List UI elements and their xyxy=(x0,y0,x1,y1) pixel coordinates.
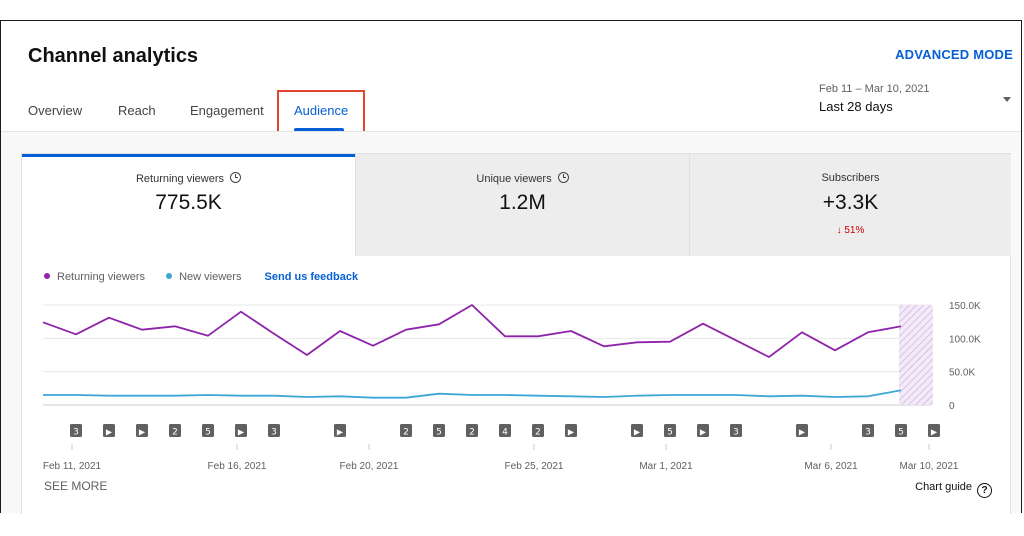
metric-title: Unique viewers xyxy=(476,173,552,185)
play-icon: ▶ xyxy=(139,428,146,437)
video-marker xyxy=(169,424,181,437)
video-marker xyxy=(334,424,346,437)
series-line-new-viewers xyxy=(43,389,902,399)
video-marker xyxy=(631,424,643,437)
see-more-button[interactable]: SEE MORE xyxy=(44,479,108,493)
metric-returning-viewers[interactable]: Returning viewers 775.5K xyxy=(22,154,355,256)
video-count-label: 2 xyxy=(469,428,475,438)
play-icon: ▶ xyxy=(238,428,245,437)
video-count-label: 5 xyxy=(436,428,442,438)
metric-title: Subscribers xyxy=(821,172,880,184)
audience-line-chart: 150.0K 100.0K 50.0K 0 3 ▶ ▶ 2 5 ▶ 3 ▶ 2 5 2 4 2 ▶ ▶ 5 ▶ 3 ▶ 3 5 ▶… xyxy=(42,301,981,472)
video-marker xyxy=(895,424,907,437)
legend-swatch-new xyxy=(166,273,173,279)
metric-delta-badge: ↓ 51% xyxy=(836,225,865,236)
x-tick-label: Feb 20, 2021 xyxy=(340,461,399,472)
metric-unique-viewers[interactable]: Unique viewers 1.2M xyxy=(355,154,689,256)
x-tick-label: Feb 25, 2021 xyxy=(505,461,564,472)
video-count-label: 4 xyxy=(502,428,508,438)
video-count-label: 2 xyxy=(403,428,409,438)
video-marker xyxy=(268,424,280,437)
play-icon: ▶ xyxy=(568,428,575,437)
legend-swatch-returning xyxy=(44,273,50,279)
x-tick-label: Feb 11, 2021 xyxy=(43,461,102,472)
page-title: Channel analytics xyxy=(28,45,199,67)
video-marker xyxy=(499,424,511,437)
video-marker xyxy=(70,424,82,437)
video-marker xyxy=(433,424,445,437)
video-marker xyxy=(136,424,148,437)
video-marker xyxy=(796,424,808,437)
play-icon: ▶ xyxy=(700,428,707,437)
advanced-mode-link[interactable]: ADVANCED MODE xyxy=(895,47,1013,62)
legend-new: New viewers xyxy=(179,271,242,283)
date-range-dates: Feb 11 – Mar 10, 2021 xyxy=(819,83,930,95)
play-icon: ▶ xyxy=(337,428,344,437)
active-tab-indicator xyxy=(294,128,344,131)
metric-title-wrap: Unique viewers xyxy=(356,172,689,185)
metric-title: Returning viewers xyxy=(135,173,225,185)
video-marker xyxy=(532,424,544,437)
chart-guide-label: Chart guide xyxy=(915,481,972,493)
video-count-label: 2 xyxy=(172,428,178,438)
partial-data-band xyxy=(899,305,933,405)
play-icon: ▶ xyxy=(106,428,113,437)
play-icon: ▶ xyxy=(634,428,641,437)
video-count-label: 5 xyxy=(205,428,211,438)
x-tick-label: Mar 6, 2021 xyxy=(804,461,858,472)
analytics-panel: Channel analytics ADVANCED MODE Overview… xyxy=(0,20,1022,514)
video-count-label: 5 xyxy=(898,428,904,438)
y-tick-label: 150.0K xyxy=(949,301,981,312)
video-count-label: 3 xyxy=(733,428,739,438)
play-icon: ▶ xyxy=(931,428,938,437)
tab-overview[interactable]: Overview xyxy=(28,103,83,118)
tab-audience[interactable]: Audience xyxy=(294,103,349,118)
video-count-label: 3 xyxy=(865,428,871,438)
audience-card: Returning viewers 775.5K Unique viewers … xyxy=(21,153,1011,514)
y-tick-label: 50.0K xyxy=(949,368,975,379)
chevron-down-icon[interactable] xyxy=(1003,97,1011,102)
chart-legend: Returning viewers New viewers Send us fe… xyxy=(44,271,358,283)
video-marker xyxy=(697,424,709,437)
legend-returning: Returning viewers xyxy=(57,271,146,283)
video-marker xyxy=(103,424,115,437)
video-marker xyxy=(466,424,478,437)
video-marker xyxy=(202,424,214,437)
video-marker xyxy=(235,424,247,437)
send-feedback-link[interactable]: Send us feedback xyxy=(264,271,359,283)
video-marker xyxy=(928,424,940,437)
metric-title-wrap: Returning viewers xyxy=(22,172,355,185)
video-count-label: 3 xyxy=(73,428,79,438)
x-tick-label: Mar 10, 2021 xyxy=(900,461,959,472)
metric-value: 1.2M xyxy=(499,191,546,214)
video-marker xyxy=(400,424,412,437)
clock-icon xyxy=(230,172,242,183)
video-count-label: 2 xyxy=(535,428,541,438)
metric-title-wrap: Subscribers xyxy=(690,172,1011,184)
video-count-label: 5 xyxy=(667,428,673,438)
tab-engagement[interactable]: Engagement xyxy=(190,103,264,118)
video-marker xyxy=(565,424,577,437)
metric-value: +3.3K xyxy=(822,191,879,214)
divider xyxy=(1,131,1021,132)
y-tick-label: 0 xyxy=(949,401,955,412)
chart-guide-button[interactable]: Chart guide? xyxy=(915,481,992,498)
metric-subscribers[interactable]: Subscribers +3.3K ↓ 51% xyxy=(689,154,1011,256)
tab-reach[interactable]: Reach xyxy=(118,103,156,118)
video-marker xyxy=(664,424,676,437)
video-marker xyxy=(730,424,742,437)
x-tick-label: Feb 16, 2021 xyxy=(208,461,267,472)
active-metric-indicator xyxy=(22,154,355,157)
video-count-label: 3 xyxy=(271,428,277,438)
x-tick-label: Mar 1, 2021 xyxy=(639,461,693,472)
help-icon: ? xyxy=(977,483,992,498)
video-marker xyxy=(862,424,874,437)
date-range-label: Last 28 days xyxy=(819,99,893,114)
date-range-picker[interactable]: Feb 11 – Mar 10, 2021 Last 28 days xyxy=(819,83,929,114)
play-icon: ▶ xyxy=(799,428,806,437)
y-tick-label: 100.0K xyxy=(949,334,981,345)
metric-value: 775.5K xyxy=(155,191,222,214)
clock-icon xyxy=(557,172,569,183)
series-line-returning-viewers xyxy=(42,304,902,358)
